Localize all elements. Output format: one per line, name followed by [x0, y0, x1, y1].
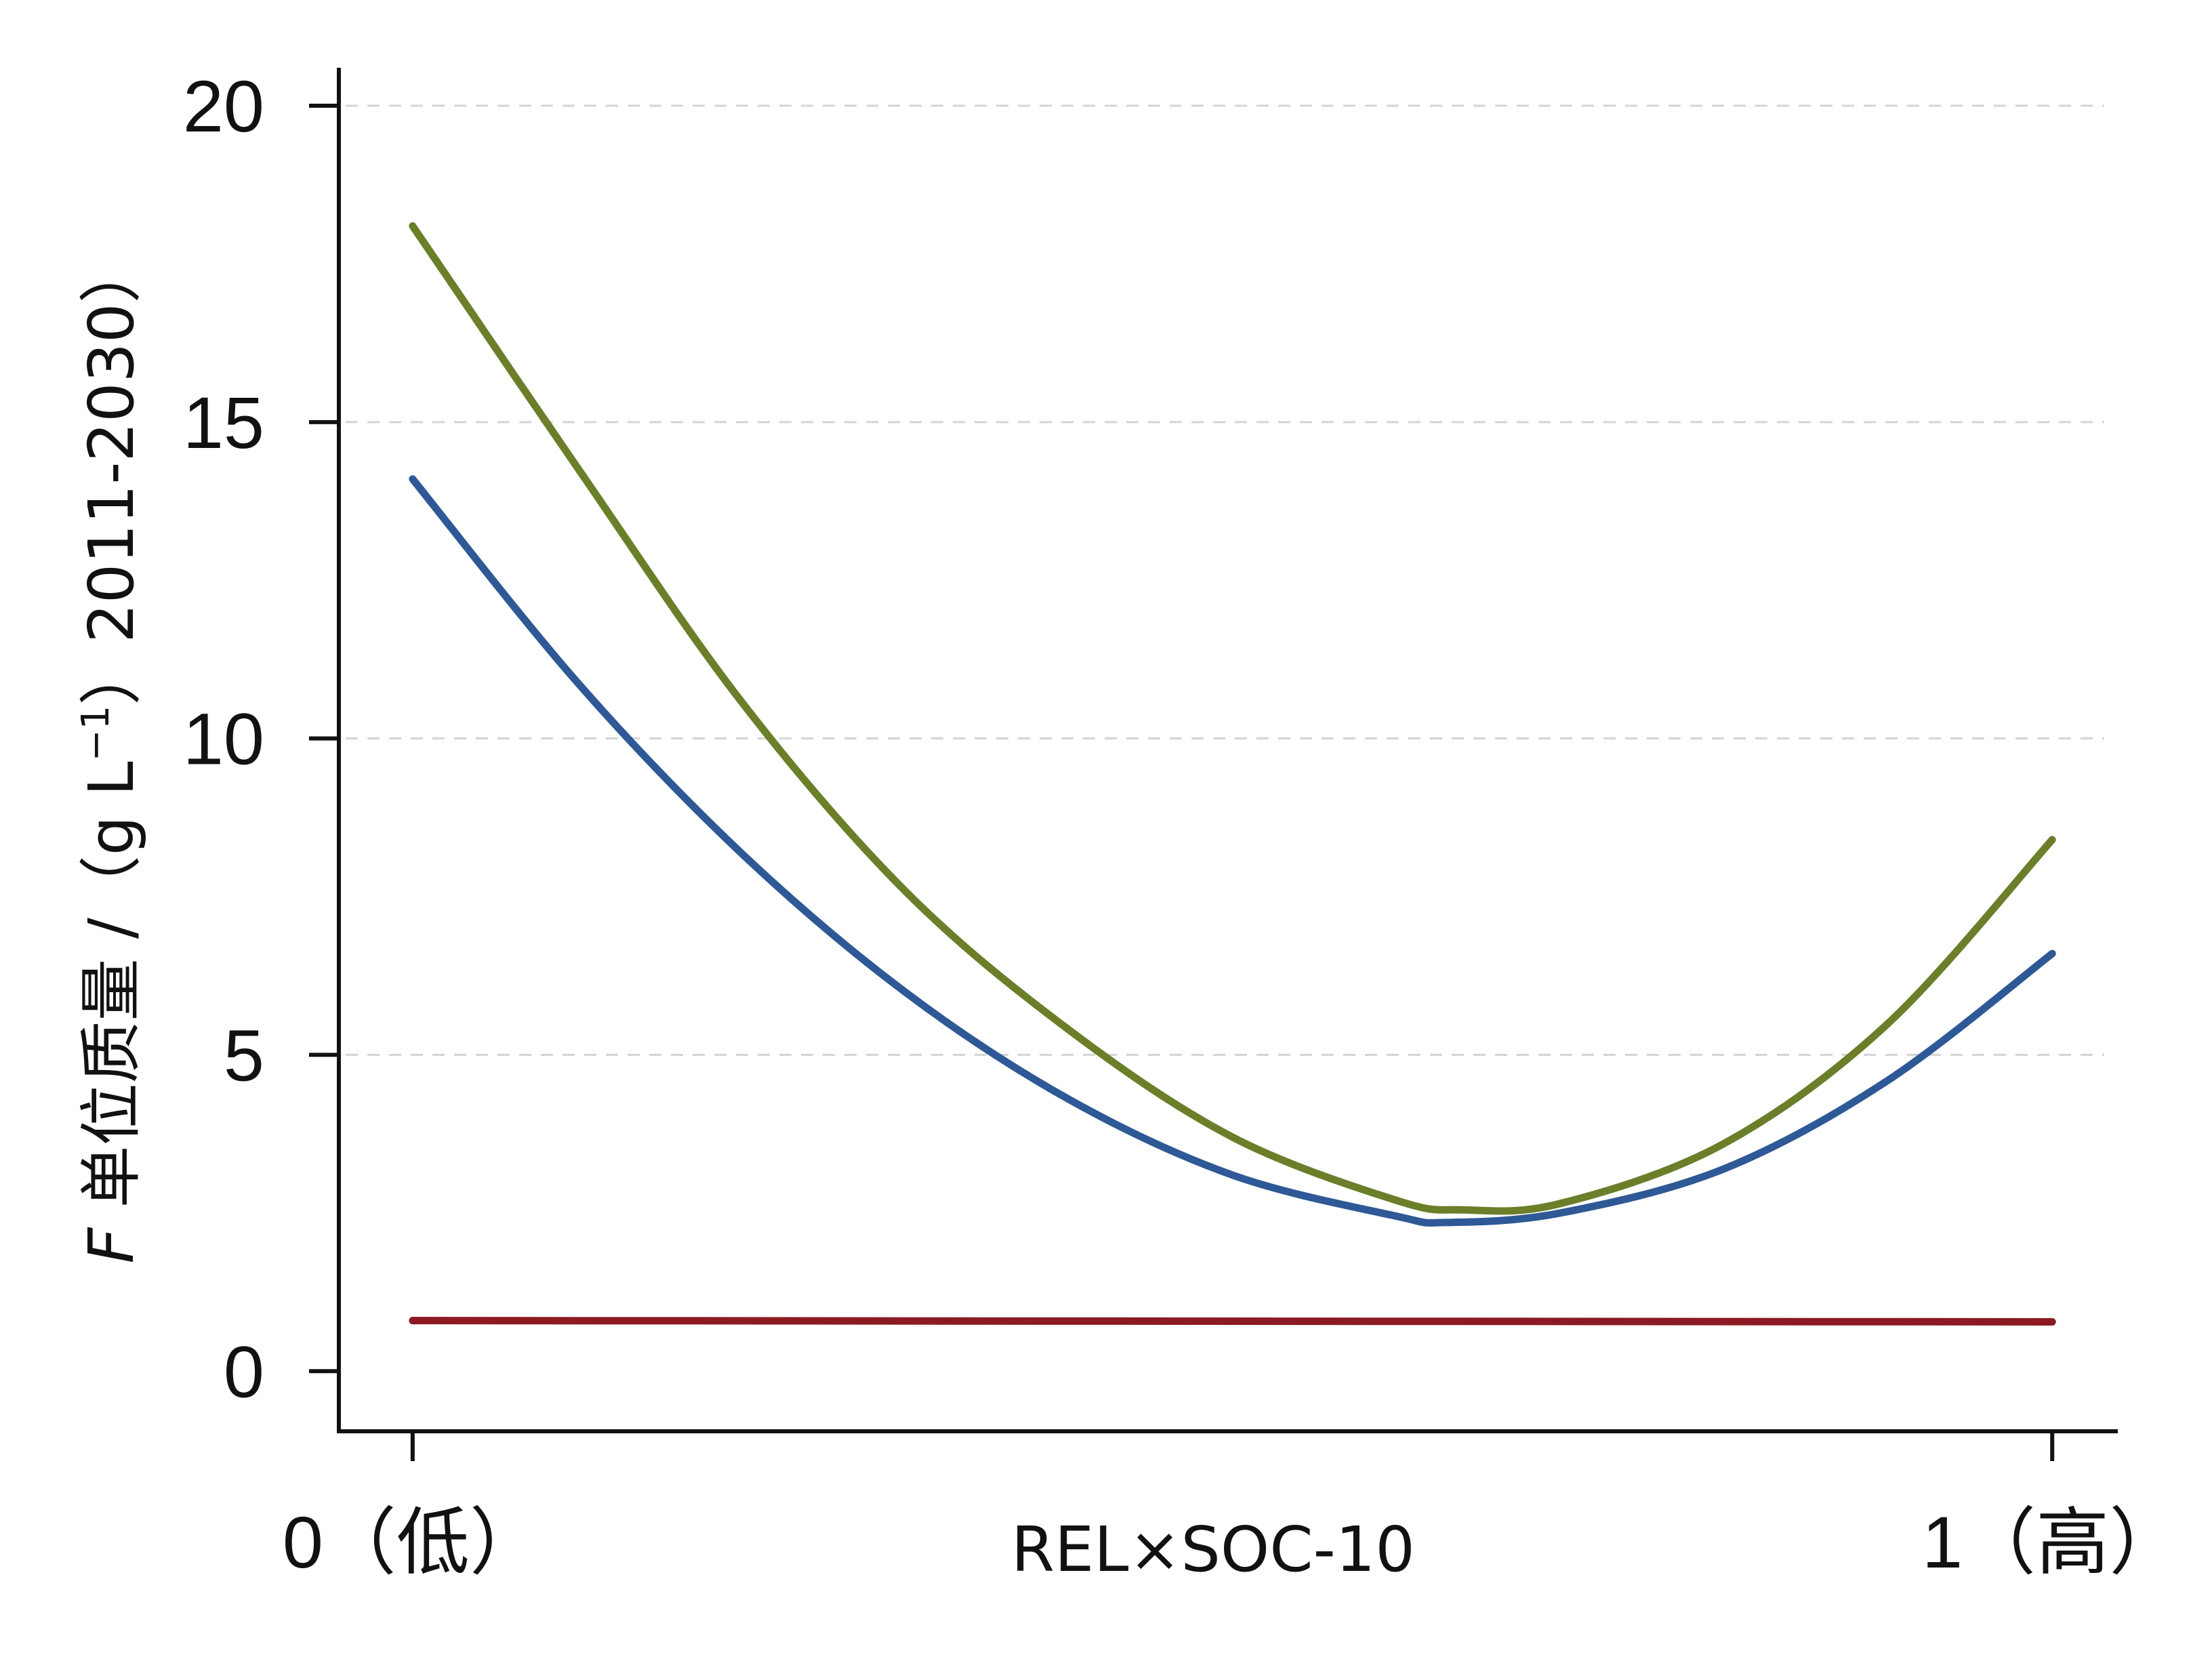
- y-tick-label-4: 20: [183, 65, 264, 147]
- x-tick-label-1: 1（高）: [1922, 1501, 2182, 1583]
- series-line-3: [409, 1317, 2056, 1326]
- series-group: [409, 222, 2056, 1326]
- grid-lines: [346, 104, 2104, 1056]
- x-axis-title: REL×SOC-10: [1011, 1513, 1415, 1586]
- y-tick-label-2: 10: [183, 698, 264, 780]
- x-tick-label-0: 0（低）: [283, 1501, 543, 1583]
- y-tick-label-0: 0: [224, 1330, 264, 1412]
- ticks: 0 5 10 15 20 0（低） 1（高）: [183, 65, 2182, 1583]
- y-axis-title: F 单位质量 /（g L−1）2011-2030）: [74, 241, 148, 1263]
- y-axis-title-close: ）2011-2030）: [75, 241, 148, 705]
- series-line-2: [409, 475, 2056, 1227]
- axes: [337, 68, 2118, 1433]
- series-line-1: [409, 222, 2056, 1215]
- y-tick-label-3: 15: [183, 382, 264, 464]
- y-tick-label-1: 5: [224, 1014, 264, 1096]
- y-axis-title-var: F: [75, 1227, 148, 1264]
- y-axis-title-exponent: −1: [74, 705, 118, 762]
- y-axis-title-text: 单位质量 /（g L: [75, 761, 148, 1227]
